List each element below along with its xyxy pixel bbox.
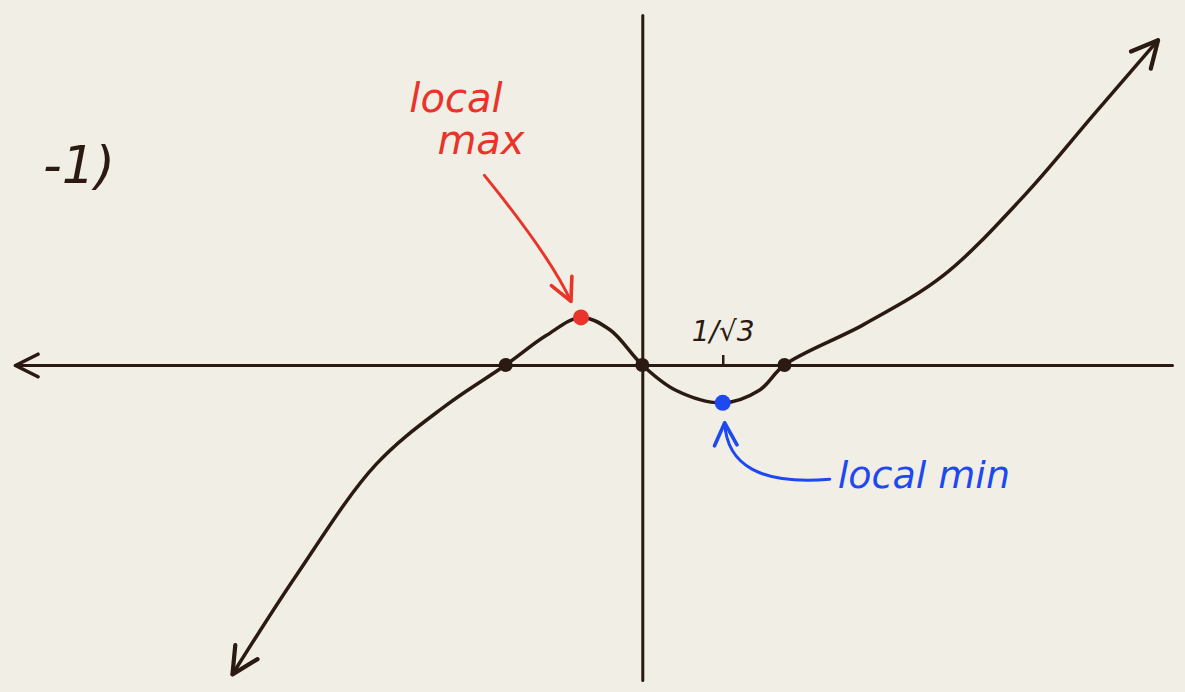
label-arrow <box>725 423 830 480</box>
extremum-point <box>715 395 731 411</box>
label-arrow <box>484 175 571 301</box>
root-point <box>499 358 513 372</box>
extremum-point <box>573 309 589 325</box>
x-tick-mark <box>722 355 725 365</box>
curve <box>232 40 1158 674</box>
x-axis-line <box>16 364 1173 367</box>
y-axis-line <box>641 16 644 681</box>
x-tick-label: 1/√3 <box>692 315 755 348</box>
y-axis <box>642 16 643 681</box>
point-label: localmax <box>409 75 525 163</box>
x-tick: 1/√3 <box>692 315 755 365</box>
annotation: -1) <box>43 135 115 195</box>
root-point <box>777 358 791 372</box>
x-axis: 1/√3 <box>16 315 1173 366</box>
point-label: local min <box>838 453 1010 497</box>
chart: 1/√3 localmax local min -1) <box>0 0 1185 692</box>
root-point <box>635 358 649 372</box>
plot-area <box>232 40 1158 674</box>
background <box>0 0 1185 692</box>
annotations: localmax local min -1) <box>43 75 1010 496</box>
